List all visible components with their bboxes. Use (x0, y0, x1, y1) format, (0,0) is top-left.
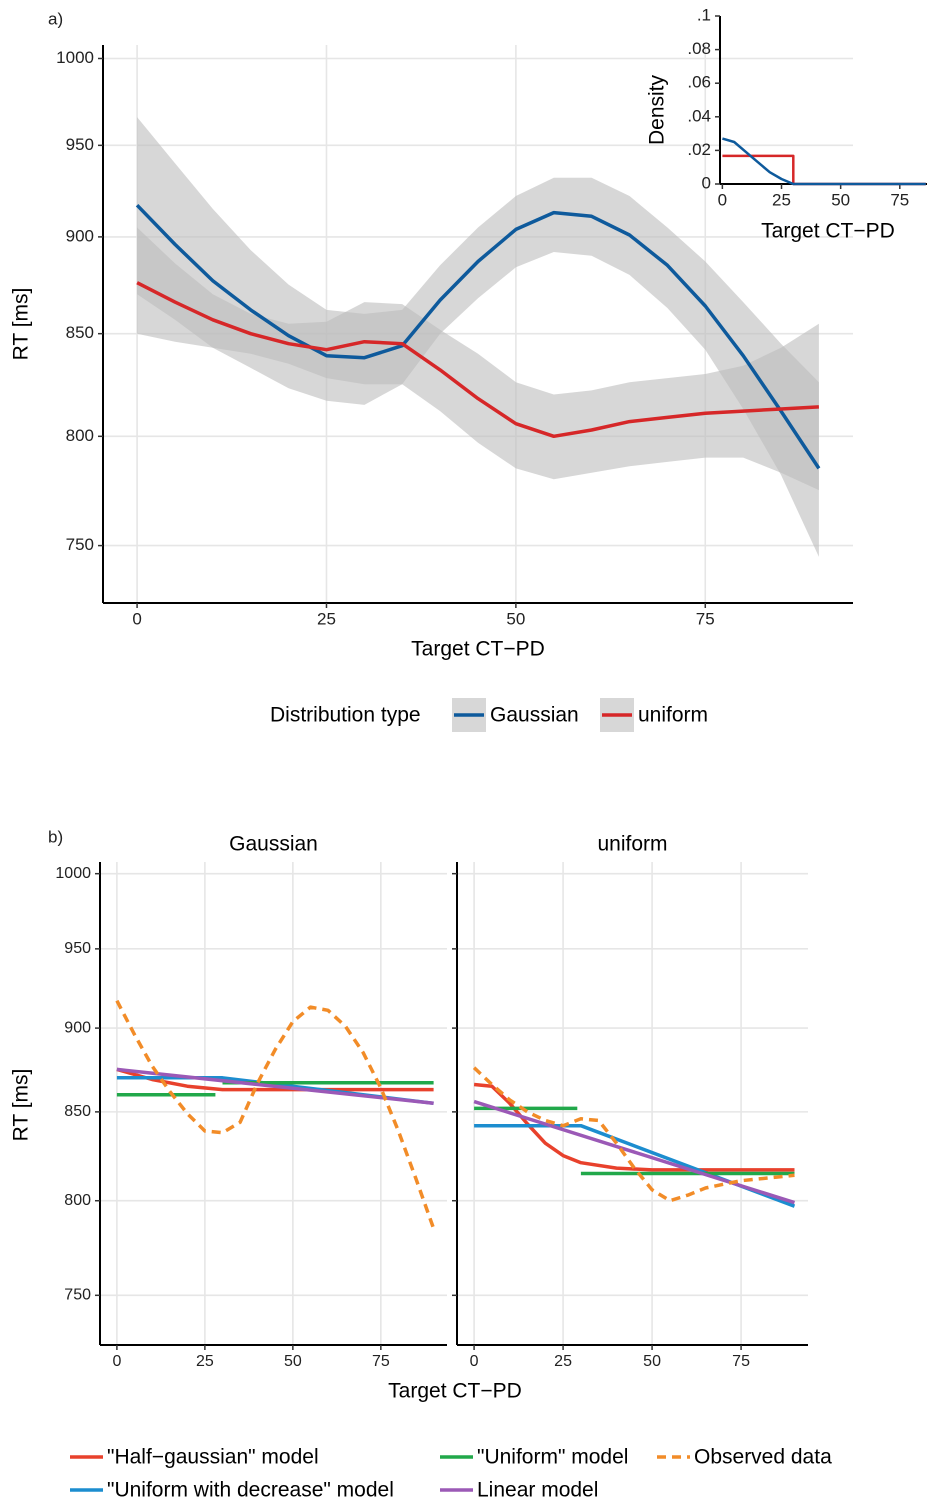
x-tick-label: 0 (718, 190, 727, 209)
y-tick-label: 800 (64, 1192, 91, 1209)
confidence-band (137, 227, 819, 491)
density-line (722, 137, 926, 186)
y-tick-label: .06 (687, 73, 711, 92)
y-tick-label: 850 (64, 1103, 91, 1120)
legend-label: uniform (638, 704, 708, 727)
y-tick-label: .1 (697, 5, 711, 24)
y-tick-label: 850 (66, 323, 94, 342)
legend-label: Linear model (477, 1479, 598, 1502)
y-tick-label: .02 (687, 140, 711, 159)
model-line (472, 1066, 795, 1203)
y-tick-label: 900 (64, 1019, 91, 1036)
legend-label: "Half−gaussian" model (107, 1446, 319, 1469)
model-line (116, 1067, 434, 1092)
facet-title: uniform (597, 833, 667, 856)
x-tick-label: 25 (317, 609, 336, 628)
panel-label: b) (48, 827, 63, 846)
x-tick-label: 25 (554, 1353, 572, 1370)
y-tick-label: 750 (64, 1287, 91, 1304)
y-tick-label: 0 (702, 173, 711, 192)
x-tick-label: 25 (772, 190, 791, 209)
x-tick-label: 25 (196, 1353, 214, 1370)
confidence-band (137, 117, 819, 557)
x-tick-label: 0 (112, 1353, 121, 1370)
x-tick-label: 0 (132, 609, 141, 628)
y-axis-title: RT [ms] (10, 288, 33, 361)
y-tick-label: 800 (66, 426, 94, 445)
y-tick-label: 1000 (56, 48, 94, 67)
y-axis-title: RT [ms] (10, 1069, 33, 1142)
x-axis-title: Target CT−PD (761, 220, 895, 243)
x-tick-label: 50 (831, 190, 850, 209)
y-tick-label: 900 (66, 226, 94, 245)
model-line (473, 1082, 795, 1172)
x-tick-label: 75 (372, 1353, 390, 1370)
x-tick-label: 50 (284, 1353, 302, 1370)
density-line (722, 154, 926, 186)
model-line (473, 1099, 796, 1205)
x-tick-label: 50 (643, 1353, 661, 1370)
y-axis-title: Density (646, 74, 669, 145)
x-tick-label: 75 (696, 609, 715, 628)
y-tick-label: 950 (66, 135, 94, 154)
x-axis-title: Target CT−PD (388, 1380, 522, 1403)
legend-label: Observed data (694, 1446, 832, 1469)
legend-title: Distribution type (270, 704, 421, 727)
x-tick-label: 0 (470, 1353, 479, 1370)
series-line (135, 203, 821, 470)
legend-label: "Uniform with decrease" model (107, 1479, 394, 1502)
legend-label: Gaussian (490, 704, 579, 727)
x-tick-label: 75 (890, 190, 909, 209)
x-tick-label: 50 (506, 609, 525, 628)
y-tick-label: 950 (64, 940, 91, 957)
y-tick-label: 1000 (55, 865, 91, 882)
facet-title: Gaussian (229, 833, 318, 856)
x-tick-label: 75 (732, 1353, 750, 1370)
series-line (136, 281, 819, 439)
model-line (116, 1067, 434, 1106)
x-axis-title: Target CT−PD (411, 638, 545, 661)
y-tick-label: 750 (66, 535, 94, 554)
panel-label: a) (48, 9, 63, 28)
y-tick-label: .08 (687, 39, 711, 58)
legend-label: "Uniform" model (477, 1446, 628, 1469)
model-line (115, 999, 436, 1230)
y-tick-label: .04 (687, 106, 711, 125)
